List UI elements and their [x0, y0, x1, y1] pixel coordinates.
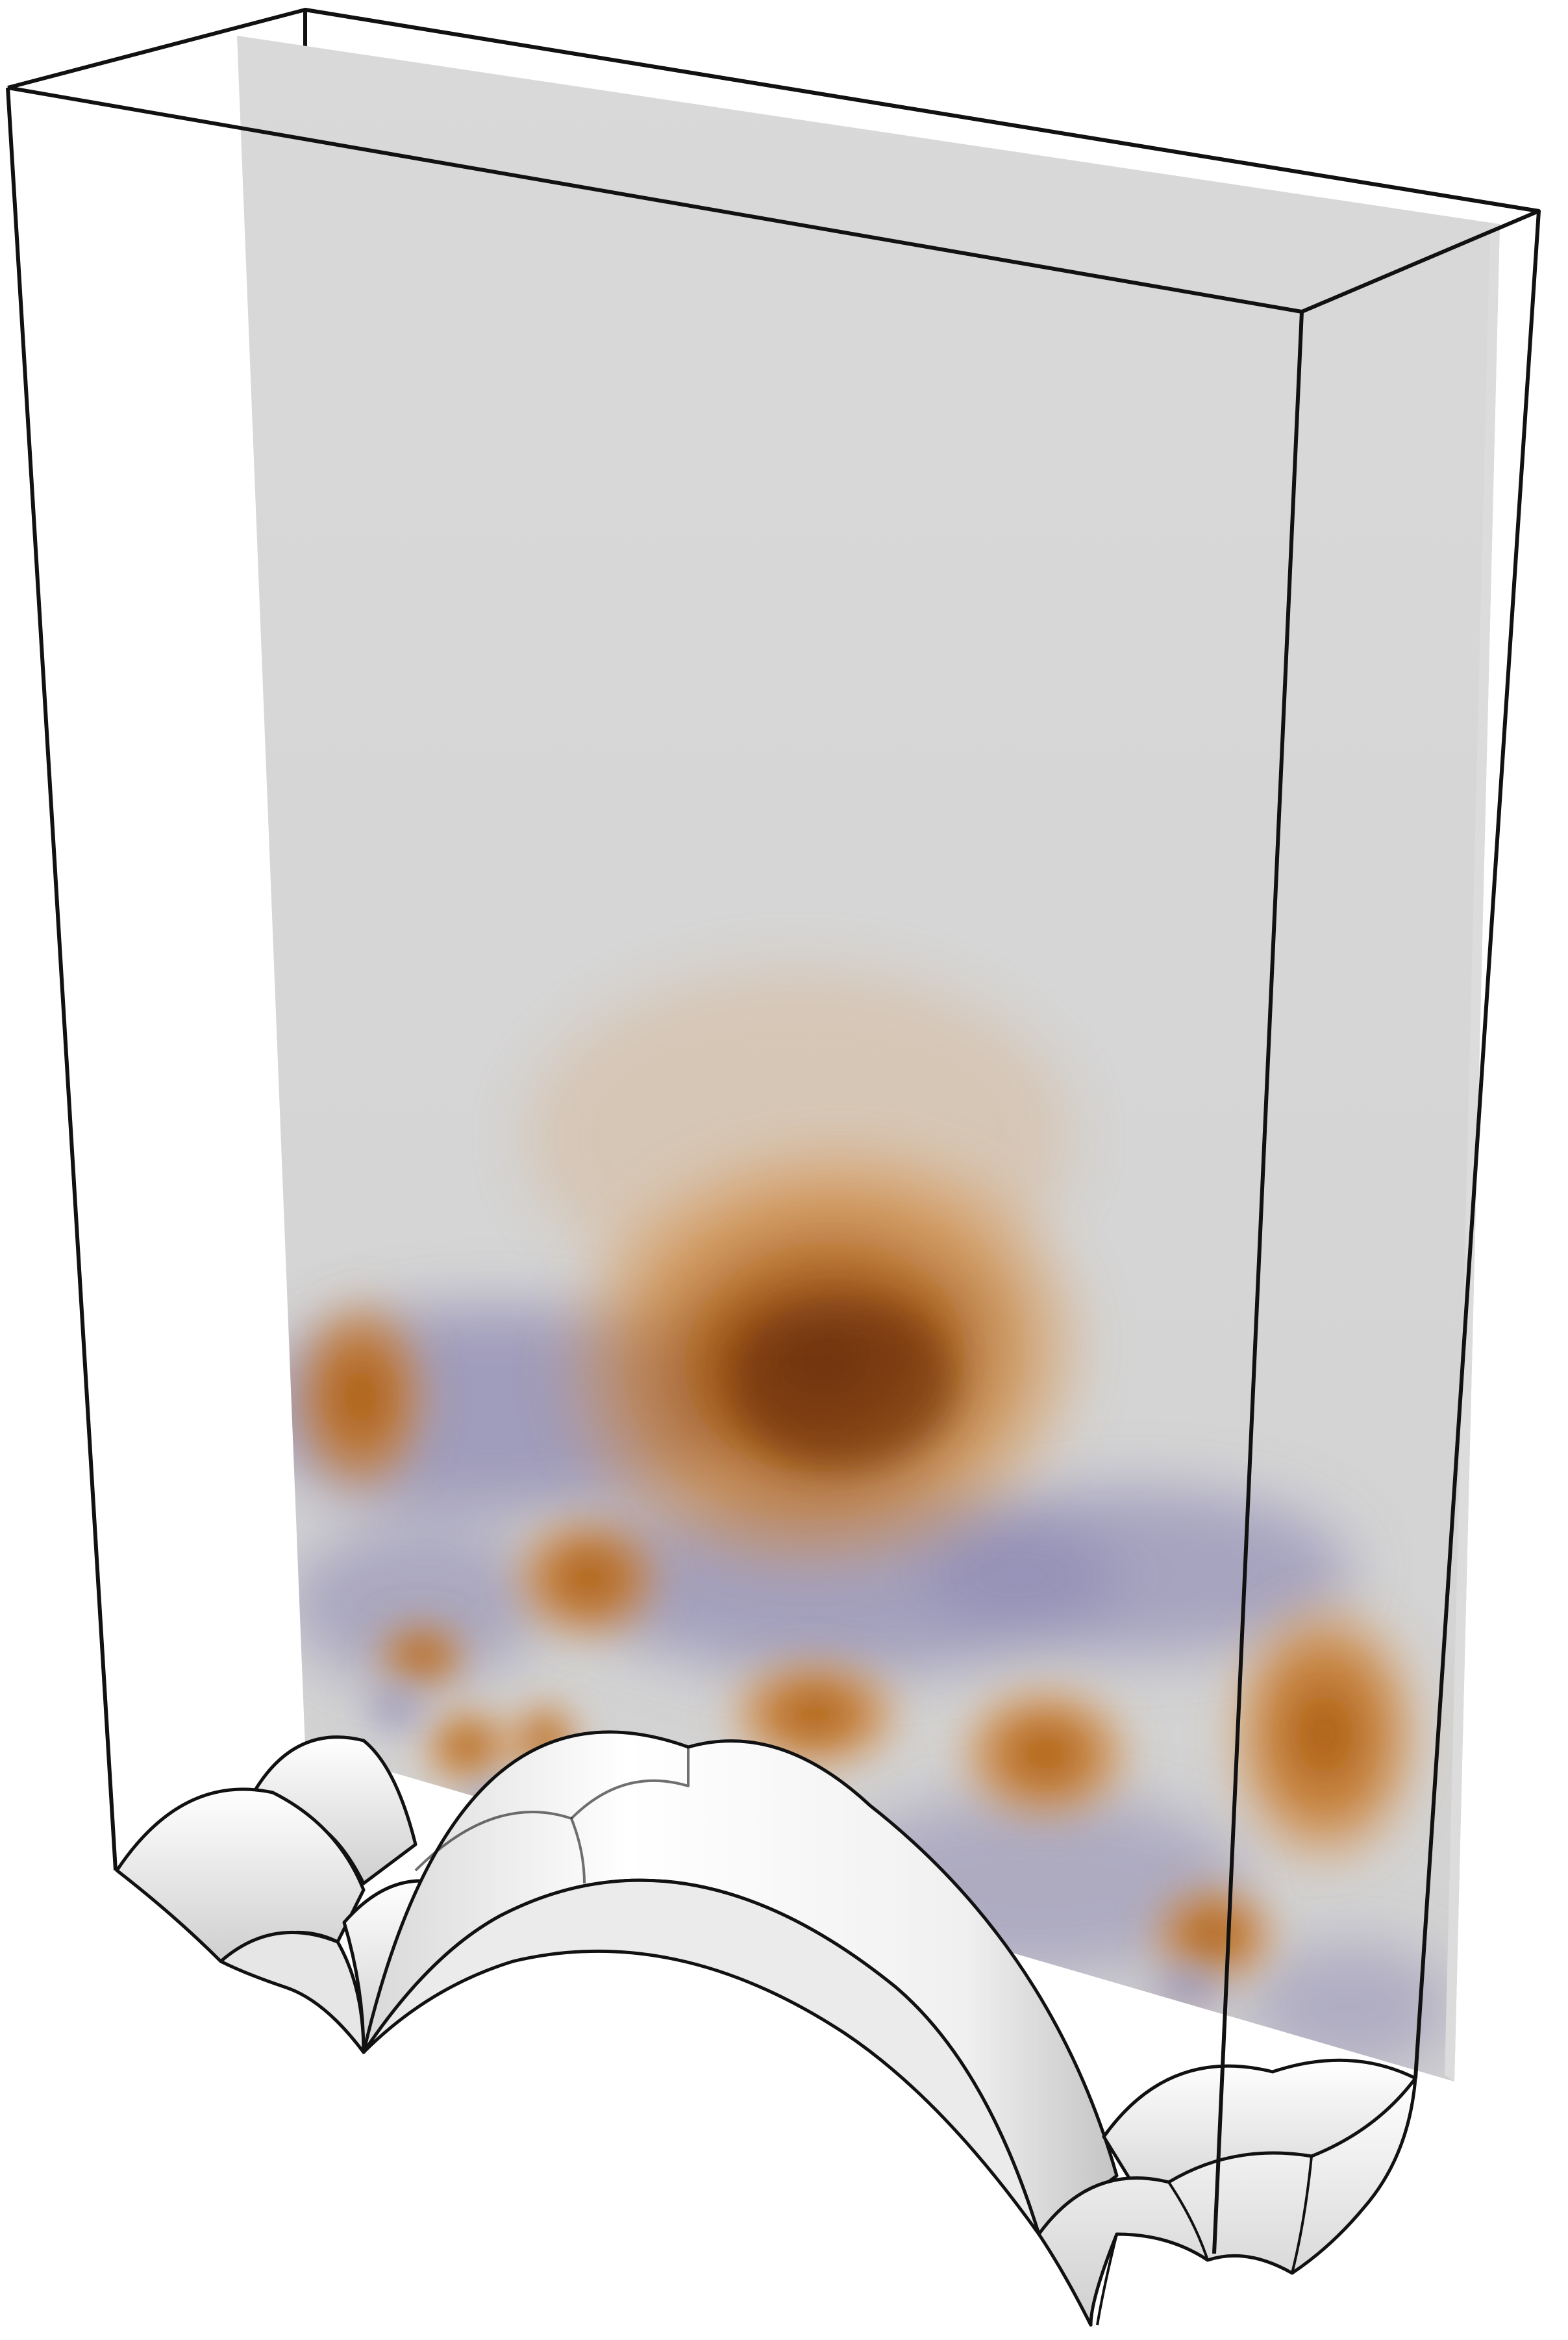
- right-dome-front: [1037, 2076, 1417, 2327]
- box-front-edges: [6, 8, 1541, 2254]
- field-pattern: [247, 968, 1454, 2082]
- obstacle-surfaces: [115, 1730, 1417, 2327]
- left-dome-low: [219, 1931, 366, 2054]
- plane-side-strip: [1445, 224, 1500, 2082]
- arch-top-scallop: [414, 1811, 586, 1884]
- left-dome-front: [115, 1787, 366, 1963]
- arch-inner-face: [362, 1878, 1041, 2236]
